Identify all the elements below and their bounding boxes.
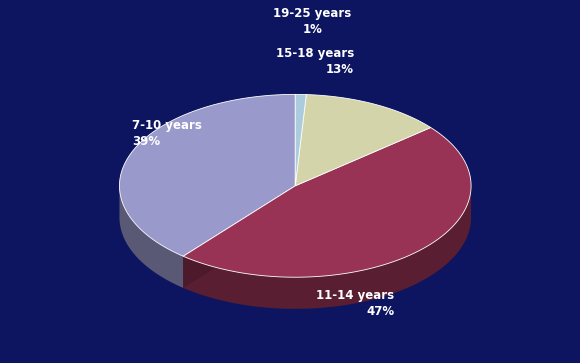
Polygon shape [183, 127, 471, 277]
Polygon shape [183, 186, 295, 288]
Polygon shape [295, 95, 431, 186]
Polygon shape [295, 94, 306, 186]
Text: 11-14 years
47%: 11-14 years 47% [316, 289, 394, 318]
Polygon shape [119, 94, 295, 256]
Text: 7-10 years
39%: 7-10 years 39% [132, 119, 202, 148]
Polygon shape [119, 184, 183, 288]
Polygon shape [183, 184, 471, 309]
Polygon shape [183, 186, 295, 288]
Text: 19-25 years
1%: 19-25 years 1% [273, 7, 351, 36]
Text: 15-18 years
13%: 15-18 years 13% [276, 47, 354, 76]
